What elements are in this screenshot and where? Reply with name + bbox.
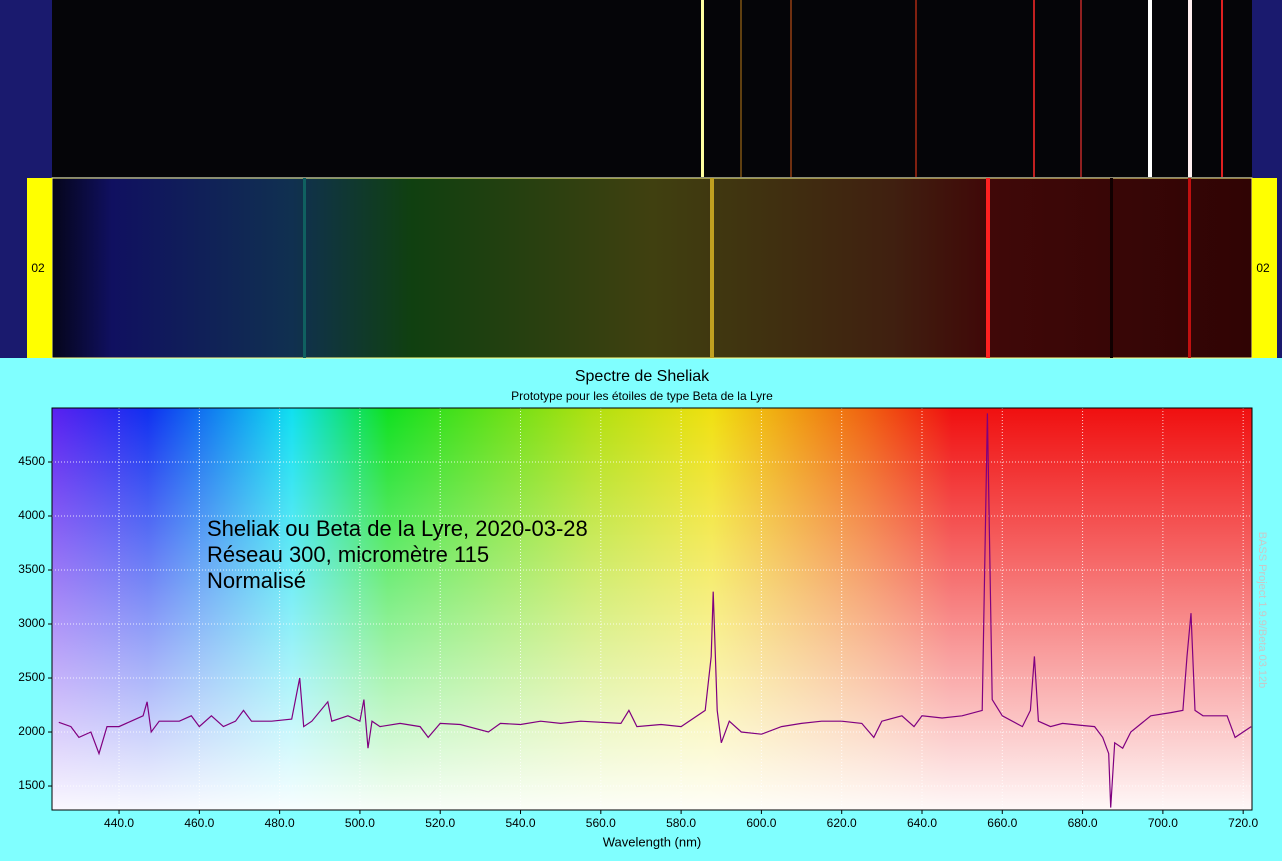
x-tick-label: 480.0 bbox=[265, 816, 295, 830]
plot-frame bbox=[51, 407, 1253, 811]
x-tick-label: 560.0 bbox=[586, 816, 616, 830]
x-tick-label: 700.0 bbox=[1148, 816, 1178, 830]
plot-fade bbox=[52, 408, 1252, 810]
x-tick-label: 620.0 bbox=[827, 816, 857, 830]
order-box bbox=[1252, 178, 1277, 358]
x-tick-label: 580.0 bbox=[666, 816, 696, 830]
x-tick-label: 520.0 bbox=[425, 816, 455, 830]
x-tick-label: 720.0 bbox=[1228, 816, 1258, 830]
y-tick-label: 3500 bbox=[18, 562, 45, 576]
star-spectrum bbox=[51, 177, 1253, 359]
lamp-spectrum bbox=[52, 0, 1252, 177]
order-box bbox=[27, 178, 52, 358]
y-tick-label: 4500 bbox=[18, 454, 45, 468]
x-tick-label: 460.0 bbox=[184, 816, 214, 830]
chart-subtitle: Prototype pour les étoiles de type Beta … bbox=[511, 389, 773, 403]
order-label: 02 bbox=[1256, 261, 1270, 275]
y-tick-label: 1500 bbox=[18, 778, 45, 792]
x-tick-label: 660.0 bbox=[987, 816, 1017, 830]
star-lines bbox=[303, 178, 1191, 358]
annotation: Sheliak ou Beta de la Lyre, 2020-03-28 bbox=[207, 516, 588, 541]
chart-title: Spectre de Sheliak bbox=[575, 368, 710, 385]
annotation: Réseau 300, micromètre 115 bbox=[207, 542, 489, 567]
annotation: Normalisé bbox=[207, 568, 306, 593]
x-tick-label: 640.0 bbox=[907, 816, 937, 830]
lamp-lines bbox=[701, 0, 1223, 177]
order-label: 02 bbox=[31, 261, 45, 275]
watermark: BASS Project 1.9.9/Beta 03.12b bbox=[1256, 532, 1268, 689]
x-tick-label: 680.0 bbox=[1068, 816, 1098, 830]
x-tick-label: 440.0 bbox=[104, 816, 134, 830]
y-tick-label: 3000 bbox=[18, 616, 45, 630]
y-tick-label: 2000 bbox=[18, 724, 45, 738]
x-axis-label: Wavelength (nm) bbox=[603, 834, 702, 849]
x-tick-label: 600.0 bbox=[746, 816, 776, 830]
y-tick-label: 2500 bbox=[18, 670, 45, 684]
x-tick-label: 500.0 bbox=[345, 816, 375, 830]
spectrum-line bbox=[58, 413, 1252, 808]
x-tick-label: 540.0 bbox=[506, 816, 536, 830]
y-tick-label: 4000 bbox=[18, 508, 45, 522]
